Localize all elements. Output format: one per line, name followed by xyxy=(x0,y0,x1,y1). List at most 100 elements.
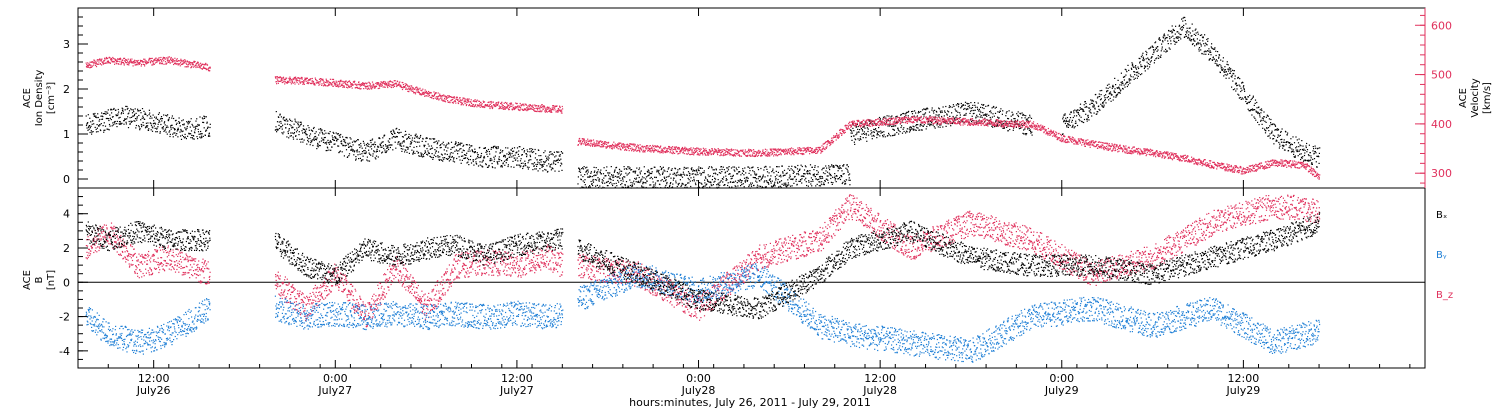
density-point xyxy=(389,138,391,140)
velocity-point xyxy=(121,61,123,64)
density-point xyxy=(789,169,791,171)
velocity-point xyxy=(483,101,485,103)
density-point xyxy=(445,158,447,160)
density-point xyxy=(301,130,303,132)
density-point xyxy=(719,169,721,171)
density-point xyxy=(1295,147,1297,149)
velocity-point xyxy=(370,86,372,88)
velocity-point xyxy=(117,58,119,60)
density-point xyxy=(497,146,499,148)
density-point xyxy=(865,134,868,136)
density-point xyxy=(362,159,364,161)
density-point xyxy=(746,180,748,182)
density-point xyxy=(374,144,377,146)
velocity-point xyxy=(379,85,381,87)
density-point xyxy=(1158,38,1160,40)
density-point xyxy=(475,161,477,163)
density-point xyxy=(1145,65,1147,68)
velocity-point xyxy=(464,100,466,102)
density-point xyxy=(829,173,832,175)
density-point xyxy=(368,149,370,151)
density-point xyxy=(745,179,747,181)
density-point xyxy=(98,125,100,127)
density-point xyxy=(1234,78,1236,80)
density-point xyxy=(334,136,336,138)
density-point xyxy=(917,112,919,114)
density-point xyxy=(713,181,715,183)
density-point xyxy=(1282,144,1284,146)
density-point xyxy=(104,111,106,113)
density-point xyxy=(851,130,853,132)
density-point xyxy=(345,144,347,146)
density-point xyxy=(1170,43,1172,45)
velocity-point xyxy=(457,98,459,100)
density-point xyxy=(1087,114,1089,116)
density-point xyxy=(779,185,781,187)
density-point xyxy=(1002,127,1004,129)
velocity-point xyxy=(184,59,186,61)
density-point xyxy=(527,168,529,170)
density-point xyxy=(614,186,616,188)
velocity-point xyxy=(457,102,460,105)
velocity-point xyxy=(312,81,315,83)
density-point xyxy=(819,177,821,179)
density-point xyxy=(700,174,702,176)
density-point xyxy=(837,170,839,172)
velocity-point xyxy=(439,93,441,95)
density-point xyxy=(482,166,484,168)
density-point xyxy=(135,124,137,127)
density-point xyxy=(857,128,859,130)
density-point xyxy=(1244,96,1246,98)
density-point xyxy=(165,126,167,129)
density-point xyxy=(1023,133,1025,135)
velocity-point xyxy=(363,88,365,90)
density-point xyxy=(335,137,337,139)
velocity-point xyxy=(405,87,407,89)
density-point xyxy=(806,171,808,173)
velocity-point xyxy=(160,63,162,65)
density-point xyxy=(1105,94,1107,96)
density-point xyxy=(818,178,820,180)
density-point xyxy=(592,181,595,183)
density-point xyxy=(974,102,976,104)
density-point xyxy=(1210,51,1212,53)
density-point xyxy=(1129,78,1131,80)
density-point xyxy=(119,116,121,118)
density-point xyxy=(279,126,282,128)
density-point xyxy=(1030,130,1032,133)
density-point xyxy=(845,167,847,169)
density-point xyxy=(644,182,646,184)
density-point xyxy=(1290,138,1292,140)
density-point xyxy=(126,118,128,120)
density-point xyxy=(744,180,746,182)
density-point xyxy=(525,153,527,155)
density-point xyxy=(974,104,976,106)
density-point xyxy=(1146,52,1148,54)
density-point xyxy=(820,175,822,177)
velocity-point xyxy=(193,66,195,68)
velocity-point xyxy=(459,97,461,99)
velocity-point xyxy=(305,78,307,81)
density-point xyxy=(458,150,460,152)
velocity-point xyxy=(136,60,138,63)
density-point xyxy=(188,132,190,134)
density-point xyxy=(488,151,490,153)
density-point xyxy=(404,151,406,153)
velocity-point xyxy=(328,81,330,83)
density-point xyxy=(209,123,211,125)
density-point xyxy=(495,146,497,148)
density-point xyxy=(1173,29,1175,32)
density-point xyxy=(964,107,966,110)
density-point xyxy=(497,163,499,165)
density-point xyxy=(548,154,550,156)
density-point xyxy=(457,142,460,144)
density-point xyxy=(483,147,485,149)
density-point xyxy=(1107,96,1109,98)
velocity-point xyxy=(425,92,427,94)
density-point xyxy=(1296,139,1298,141)
density-point xyxy=(1137,66,1139,68)
velocity-point xyxy=(204,63,206,65)
density-point xyxy=(1182,20,1184,22)
density-point xyxy=(617,173,619,175)
density-point xyxy=(643,166,645,168)
